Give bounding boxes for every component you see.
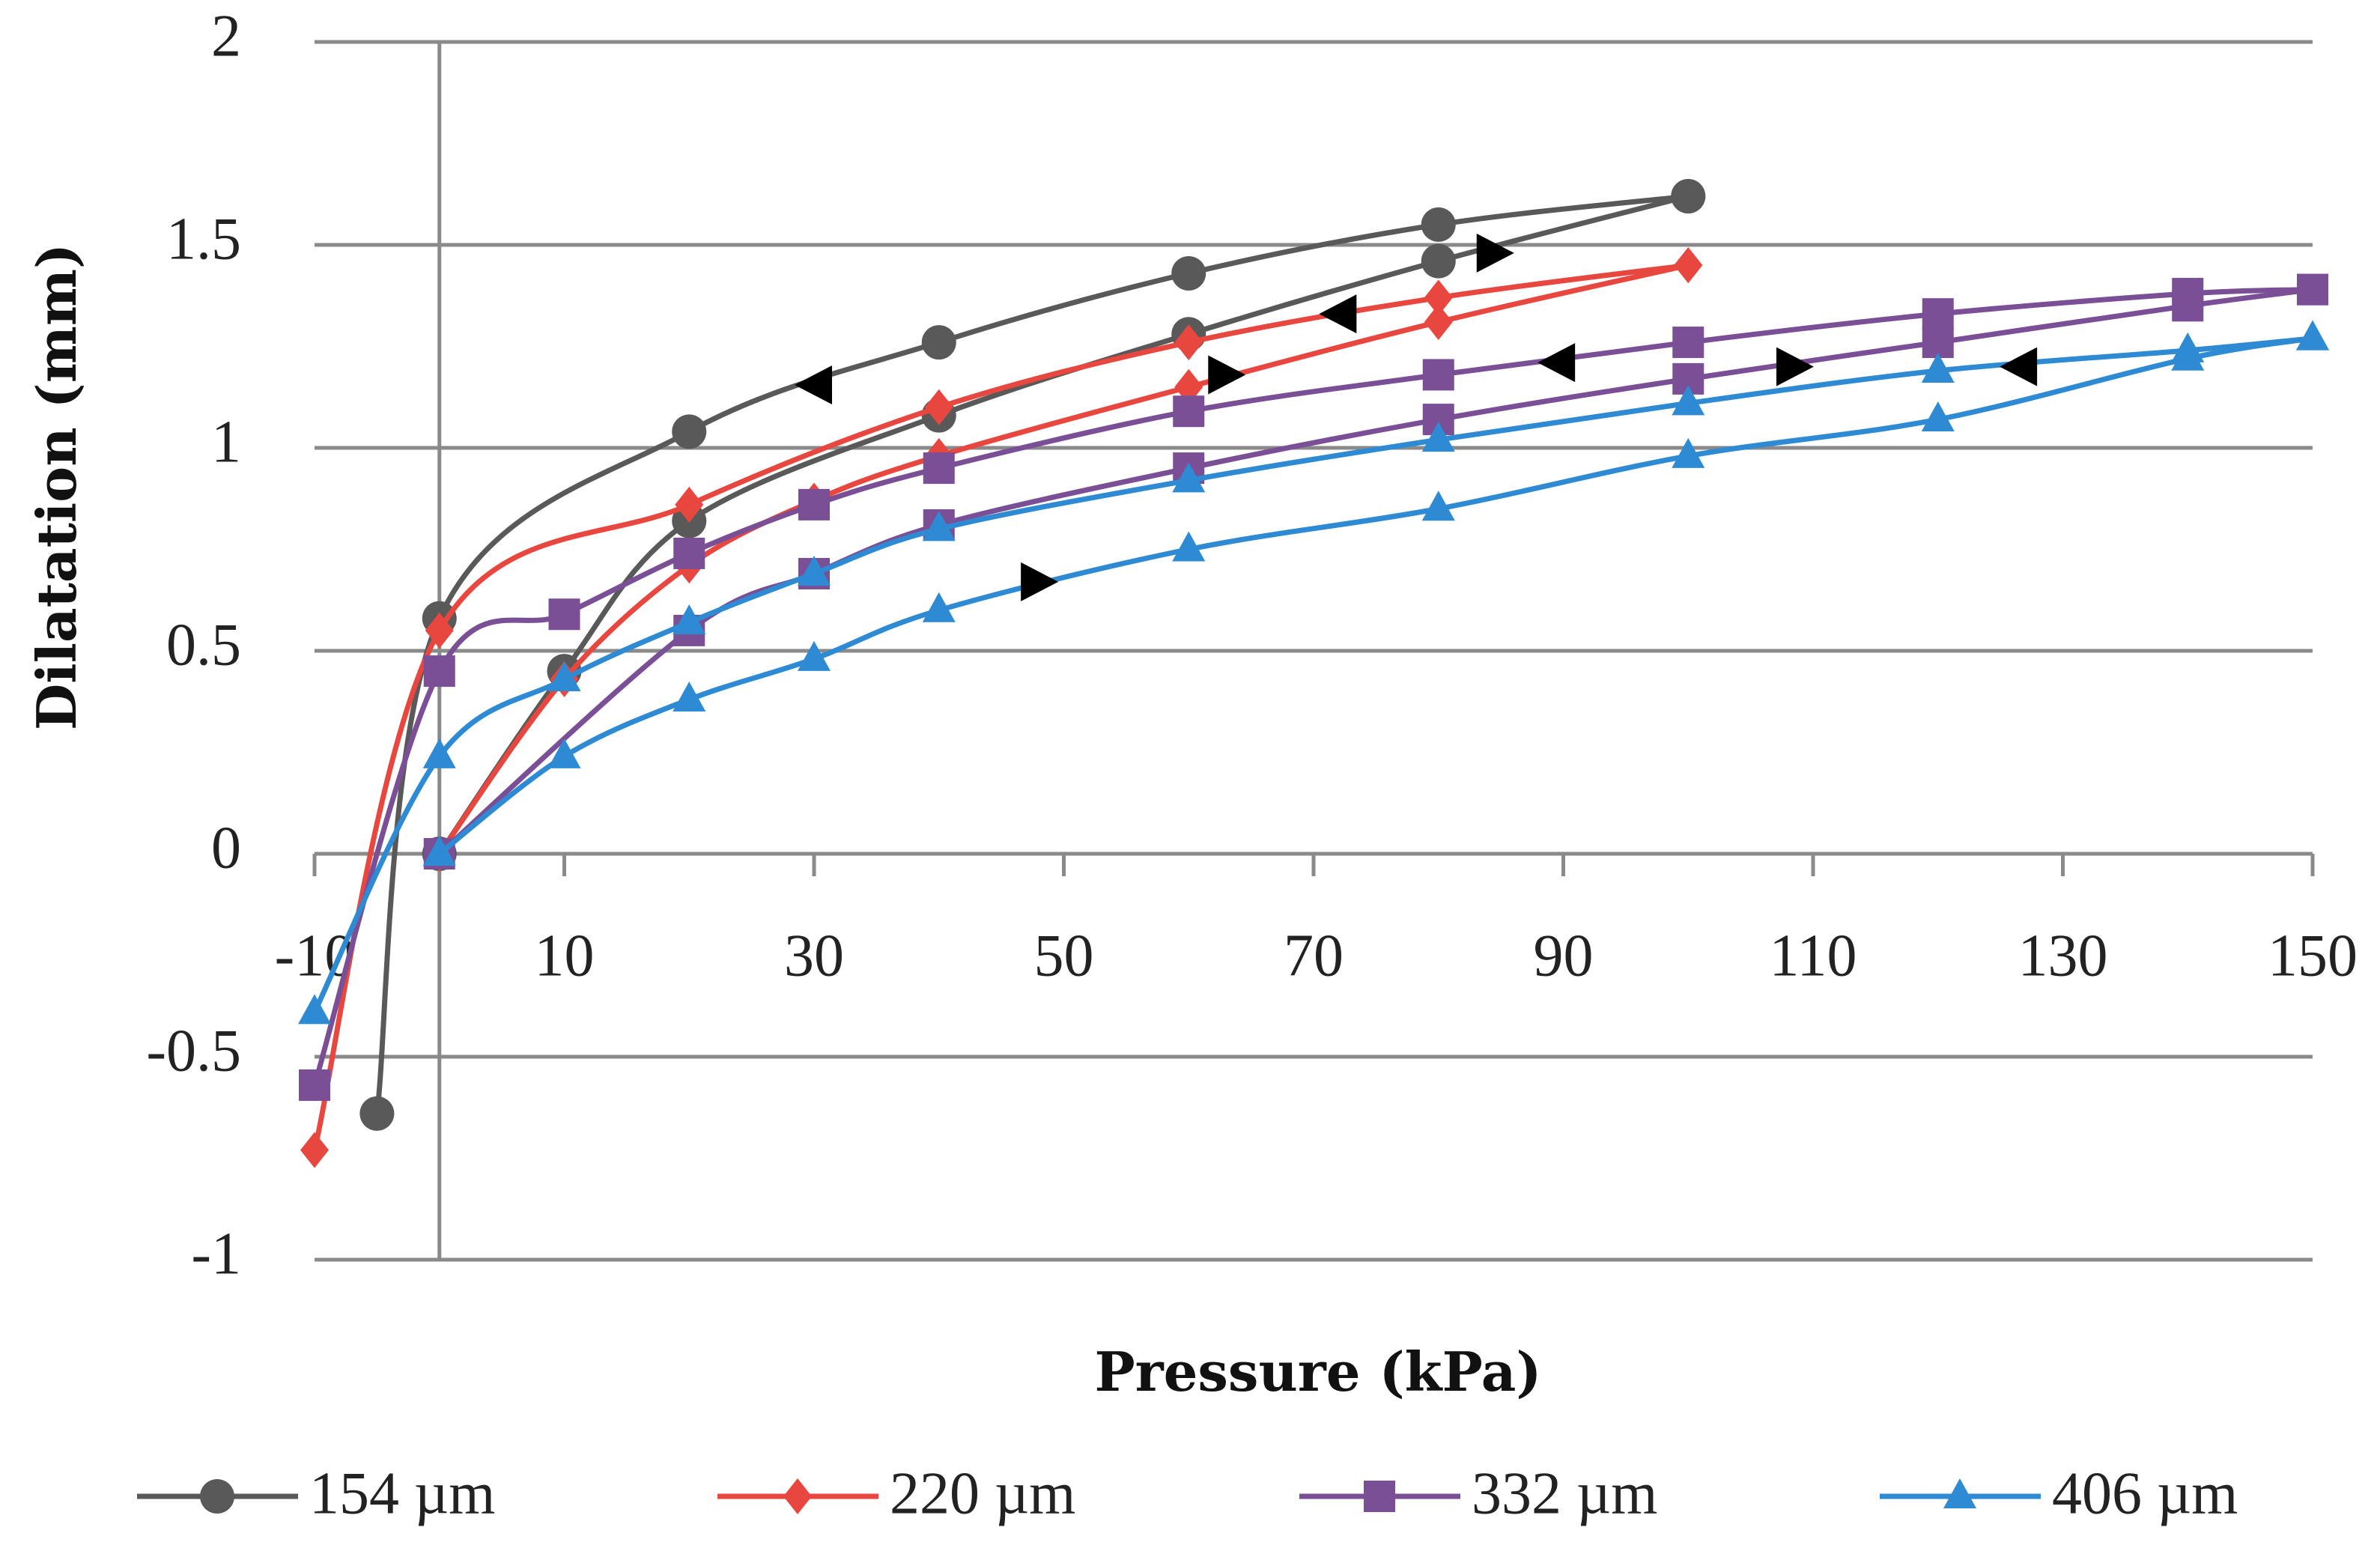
x-tick-label: 30 [784, 923, 844, 989]
data-point [923, 452, 955, 485]
data-point [1174, 324, 1203, 361]
data-point [547, 661, 581, 691]
x-tick-label: 110 [1769, 923, 1857, 989]
data-point [1672, 327, 1704, 359]
legend-item: 154 µm [137, 1460, 495, 1526]
data-point [1172, 531, 1206, 562]
data-point [1672, 385, 1705, 416]
axes [312, 42, 2315, 1260]
arrow-marker [1319, 294, 1357, 334]
arrow-marker [2000, 347, 2038, 386]
data-point [798, 640, 831, 671]
data-point [2172, 278, 2204, 310]
y-tick-label: 1.5 [166, 206, 241, 272]
arrow-marker [1208, 355, 1246, 395]
series-line-loading [437, 262, 1690, 856]
series-line-unloading [312, 262, 1689, 1151]
legend-label: 220 µm [890, 1460, 1075, 1526]
data-point [1173, 395, 1205, 428]
data-point [673, 604, 706, 635]
y-tick-label: -1 [191, 1221, 241, 1287]
y-tick-label: 0.5 [166, 612, 241, 678]
x-tick-label: 90 [1534, 923, 1594, 989]
legend-marker [1364, 1481, 1395, 1512]
y-axis-title: Dilatation (mm) [25, 243, 88, 730]
data-point [547, 738, 581, 768]
data-point [1422, 359, 1454, 391]
data-point [673, 537, 705, 569]
gridlines [315, 40, 2313, 1262]
data-point [423, 655, 455, 688]
legend-label: 332 µm [1472, 1460, 1657, 1526]
legend-item: 406 µm [1880, 1460, 2238, 1526]
data-point [921, 325, 956, 360]
data-point [422, 836, 456, 866]
data-point [1921, 353, 1955, 383]
legend-marker [200, 1479, 234, 1514]
data-point [675, 486, 704, 523]
y-tick-label: 0 [211, 815, 241, 881]
data-point [924, 389, 953, 425]
series-group [298, 178, 2329, 1168]
data-point [672, 414, 707, 449]
data-point [422, 738, 456, 768]
data-point [2297, 273, 2328, 306]
data-point [1172, 462, 1206, 493]
data-point [1424, 303, 1453, 340]
data-point [1671, 178, 1706, 213]
data-point [798, 488, 830, 521]
data-point [1421, 491, 1455, 521]
data-point [299, 1069, 330, 1101]
x-tick-label: 150 [2268, 923, 2358, 989]
data-point [2296, 320, 2329, 350]
x-tick-label: 10 [535, 923, 595, 989]
x-tick-label: 70 [1284, 923, 1344, 989]
x-axis-title: Pressure (kPa) [1095, 1340, 1542, 1403]
data-point [1421, 207, 1456, 242]
data-point [1424, 279, 1453, 316]
data-point [1421, 243, 1456, 279]
legend-marker [783, 1478, 812, 1514]
series-1 [300, 247, 1703, 1168]
legend-item: 220 µm [717, 1460, 1075, 1526]
data-point [1674, 247, 1703, 284]
arrow-marker [1776, 347, 1814, 386]
legend-label: 406 µm [2052, 1460, 2238, 1526]
data-point [922, 511, 956, 541]
arrow-marker [1021, 562, 1059, 601]
data-point [1922, 298, 1954, 330]
data-point [548, 598, 580, 631]
arrow-marker [795, 365, 832, 404]
y-tick-label: 2 [211, 3, 241, 69]
legend-marker [1943, 1478, 1976, 1508]
series-3 [298, 320, 2329, 1025]
data-point [2171, 332, 2205, 362]
data-point [1921, 401, 1955, 432]
data-point [425, 612, 454, 649]
y-tick-label: 1 [211, 409, 241, 475]
data-point [1672, 437, 1705, 468]
data-point [300, 1132, 329, 1168]
y-tick-label: -0.5 [146, 1018, 241, 1084]
arrow-marker [1537, 343, 1576, 383]
arrow-marker [1476, 233, 1514, 273]
series-line-unloading [312, 336, 2313, 1013]
series-2 [299, 273, 2328, 1101]
data-point [673, 682, 706, 712]
data-point [298, 994, 331, 1025]
legend-label: 154 µm [309, 1460, 495, 1526]
data-point [359, 1096, 395, 1131]
legend-item: 332 µm [1299, 1460, 1657, 1526]
x-tick-label: 130 [2018, 923, 2108, 989]
data-point [798, 556, 831, 586]
data-point [1171, 255, 1206, 291]
data-point [922, 592, 956, 622]
direction-arrows [795, 233, 2038, 601]
legend: 154 µm 220 µm 332 µm 406 µm [137, 1460, 2238, 1526]
data-point [1421, 422, 1455, 452]
x-tick-labels: -10 10 30 50 70 90 110 130 150 [275, 923, 2358, 989]
y-tick-labels: -1 -0.5 0 0.5 1 1.5 2 [146, 3, 241, 1287]
x-tick-label: 50 [1034, 923, 1094, 989]
